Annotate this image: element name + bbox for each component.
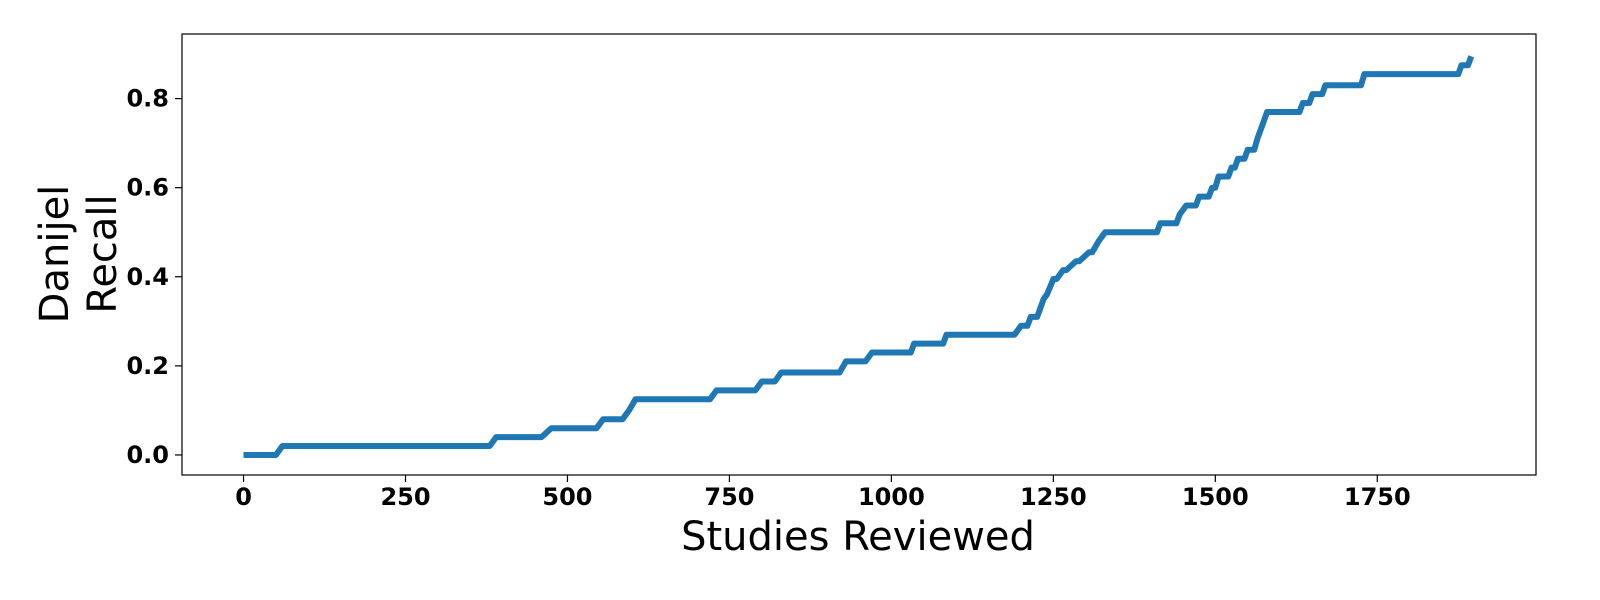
- plot-area: [181, 33, 1537, 476]
- y-tick-label: 0.2: [126, 352, 169, 380]
- x-tick-label: 1500: [1182, 483, 1249, 511]
- x-tick-label: 0: [235, 483, 252, 511]
- y-tick-label: 0.4: [126, 263, 169, 291]
- x-axis-label: Studies Reviewed: [681, 514, 1035, 560]
- x-tick-label: 1250: [1020, 483, 1087, 511]
- x-tick-label: 500: [542, 483, 592, 511]
- x-tick-label: 1750: [1344, 483, 1411, 511]
- x-axis-ticks: 0 250 500 750 1000 1250 1500 1750: [235, 475, 1411, 511]
- y-tick-label: 0.0: [126, 441, 169, 469]
- y-axis-label: Danijel Recall: [32, 185, 126, 324]
- series-line-0: [243, 55, 1475, 458]
- x-tick-label: 250: [380, 483, 430, 511]
- x-tick-label: 1000: [858, 483, 925, 511]
- y-axis-ticks: 0.0 0.2 0.4 0.6 0.8: [126, 85, 182, 469]
- series-layer: [243, 55, 1475, 458]
- y-axis-label-line-2: Recall: [80, 194, 126, 313]
- y-tick-label: 0.8: [126, 85, 169, 113]
- y-axis-label-line-1: Danijel: [32, 185, 78, 324]
- x-tick-label: 750: [704, 483, 754, 511]
- y-tick-label: 0.6: [126, 174, 169, 202]
